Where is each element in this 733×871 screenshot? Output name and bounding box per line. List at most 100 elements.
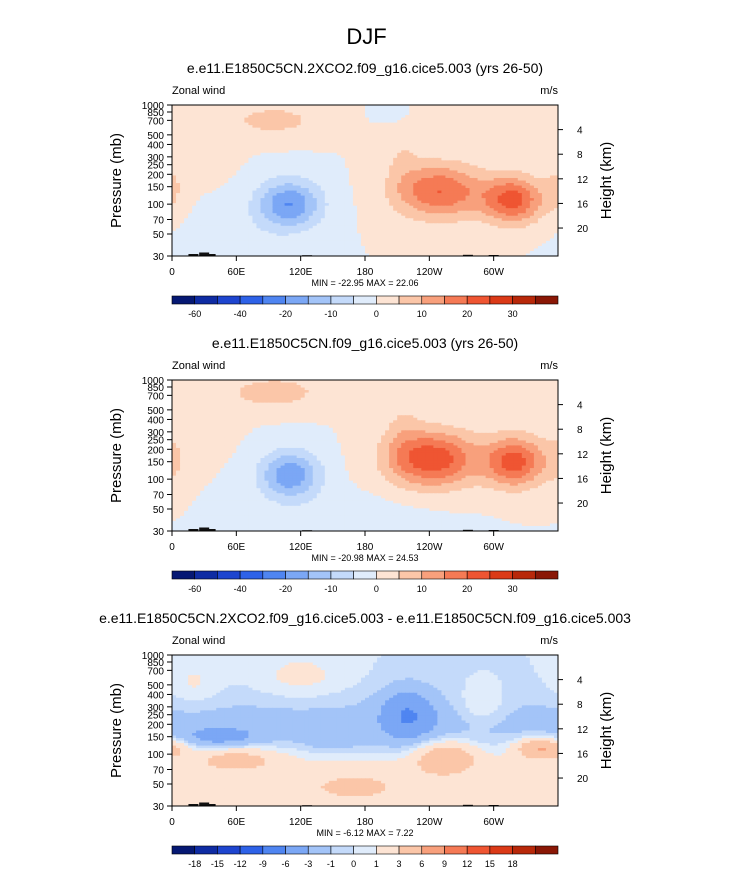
lon-tick-label: 180 (357, 817, 374, 828)
terrain-mark (188, 254, 199, 256)
height-tick-label: 4 (577, 676, 583, 687)
colorbar-label: -20 (279, 309, 292, 319)
lon-tick-label: 180 (357, 267, 374, 278)
terrain-mark (188, 529, 199, 531)
colorbar-label: -6 (282, 859, 290, 869)
colorbar-swatch (330, 570, 354, 580)
height-tick-label: 12 (577, 450, 589, 461)
pressure-tick-label: 1000 (142, 651, 165, 662)
lon-tick-label: 0 (169, 267, 175, 278)
colorbar-swatch (534, 845, 559, 855)
colorbar-swatch (398, 845, 423, 855)
colorbar: -18 -15 -12 -9 -6 -3 -1 0 1 3 6 9 12 15 18 (171, 845, 559, 869)
colorbar-label: -10 (324, 584, 337, 594)
colorbar-swatch (398, 295, 423, 305)
terrain-mark (205, 254, 216, 256)
colorbar-swatch (285, 295, 309, 305)
colorbar-label: 0 (374, 584, 379, 594)
colorbar-swatch (171, 570, 196, 580)
colorbar-swatch (194, 295, 218, 305)
colorbar-label: 10 (417, 309, 427, 319)
pressure-tick-label: 100 (147, 200, 164, 211)
pressure-tick-label: 400 (147, 690, 164, 701)
height-tick-label: 8 (577, 425, 583, 436)
terrain-mark (199, 252, 210, 256)
colorbar-swatch (307, 295, 332, 305)
y-axis-label: Pressure (mb) (108, 683, 125, 778)
lon-tick-label: 120W (416, 267, 443, 278)
lon-tick-label: 120W (416, 542, 443, 553)
panel-title: e.e11.E1850C5CN.2XCO2.f09_g16.cice5.003 … (187, 60, 543, 76)
pressure-tick-label: 250 (147, 161, 164, 172)
pressure-tick-label: 300 (147, 428, 164, 439)
pressure-tick-label: 70 (153, 491, 165, 502)
terrain-mark (462, 804, 473, 806)
colorbar-swatch (376, 295, 400, 305)
pressure-tick-label: 50 (153, 780, 165, 791)
pressure-tick-label: 200 (147, 170, 164, 181)
pressure-tick-label: 1000 (142, 101, 165, 112)
colorbar-swatch (262, 295, 286, 305)
pressure-tick-label: 30 (153, 252, 165, 263)
units-label: m/s (540, 360, 558, 372)
pressure-tick-label: 500 (147, 681, 164, 692)
lon-tick-label: 120E (289, 267, 313, 278)
contour-field (172, 380, 558, 531)
colorbar-swatch (194, 570, 218, 580)
pressure-tick-label: 400 (147, 140, 164, 151)
colorbar-label: 30 (508, 584, 518, 594)
pressure-tick-label: 850 (147, 658, 164, 669)
pressure-tick-label: 70 (153, 766, 165, 777)
terrain-mark (462, 254, 473, 256)
contour-field (172, 105, 558, 256)
colorbar-label: 15 (485, 859, 495, 869)
pressure-tick-label: 300 (147, 703, 164, 714)
terrain-mark (205, 804, 216, 806)
left-label: Zonal wind (172, 85, 225, 97)
colorbar-label: -40 (234, 309, 247, 319)
pressure-tick-label: 400 (147, 415, 164, 426)
lon-tick-label: 0 (169, 817, 175, 828)
lon-tick-label: 60W (483, 542, 504, 553)
pressure-tick-label: 700 (147, 391, 164, 402)
colorbar-swatch (353, 570, 377, 580)
contour-field (172, 655, 558, 806)
colorbar-swatch (330, 845, 354, 855)
colorbar-swatch (512, 845, 536, 855)
colorbar-swatch (262, 570, 286, 580)
colorbar-swatch (398, 570, 423, 580)
colorbar-swatch (330, 295, 354, 305)
height-tick-label: 12 (577, 725, 589, 736)
pressure-tick-label: 200 (147, 445, 164, 456)
height-tick-label: 20 (577, 774, 589, 785)
height-tick-label: 16 (577, 474, 589, 485)
colorbar-swatch (534, 570, 559, 580)
lon-tick-label: 120E (289, 817, 313, 828)
colorbar-swatch (444, 570, 468, 580)
colorbar-label: -12 (234, 859, 247, 869)
lon-tick-label: 120W (416, 817, 443, 828)
units-label: m/s (540, 635, 558, 647)
chart-panel-2: e.e11.E1850C5CN.f09_g16.cice5.003 (yrs 2… (108, 335, 615, 594)
pressure-tick-label: 700 (147, 666, 164, 677)
colorbar-label: 18 (508, 859, 518, 869)
colorbar-swatch (489, 570, 513, 580)
lon-tick-label: 0 (169, 542, 175, 553)
colorbar-label: 0 (351, 859, 356, 869)
colorbar-swatch (285, 570, 309, 580)
colorbar-swatch (285, 845, 309, 855)
chart-panel-3: e.e11.E1850C5CN.2XCO2.f09_g16.cice5.003 … (99, 610, 631, 869)
pressure-tick-label: 50 (153, 505, 165, 516)
y-axis-label-right: Height (km) (598, 692, 615, 770)
colorbar-swatch (217, 845, 241, 855)
pressure-tick-label: 30 (153, 527, 165, 538)
y-axis-label-right: Height (km) (598, 417, 615, 495)
colorbar-label: -60 (188, 584, 201, 594)
colorbar-label: 20 (462, 309, 472, 319)
colorbar-swatch (262, 845, 286, 855)
min-max-stats: MIN = -20.98 MAX = 24.53 (311, 553, 418, 563)
height-tick-label: 16 (577, 199, 589, 210)
pressure-tick-label: 150 (147, 458, 164, 469)
colorbar-swatch (512, 570, 536, 580)
colorbar-swatch (489, 845, 513, 855)
